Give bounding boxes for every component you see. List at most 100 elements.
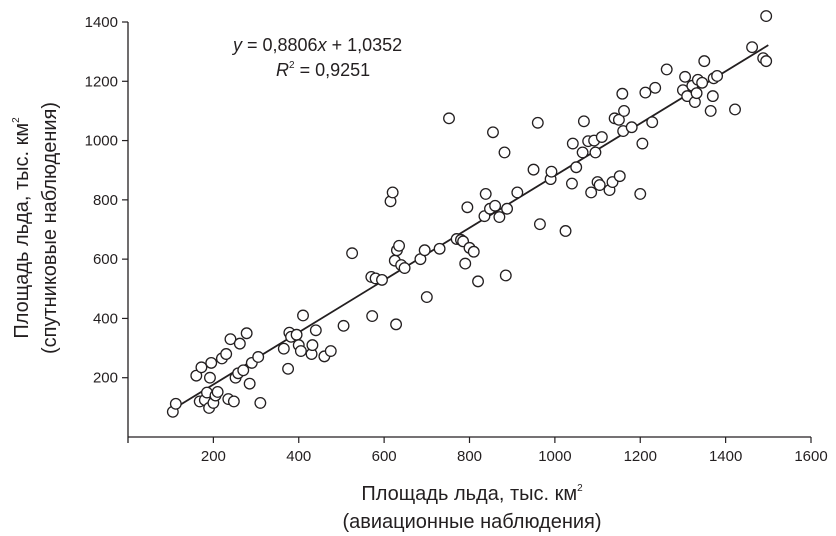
y-axis-title-line1: Площадь льда, тыс. км2	[11, 117, 33, 339]
data-point	[294, 345, 307, 357]
data-point	[211, 385, 224, 398]
data-point	[224, 333, 237, 346]
data-point	[240, 327, 253, 340]
data-point	[559, 225, 572, 237]
data-point	[576, 146, 589, 159]
data-point	[461, 201, 474, 214]
data-point	[459, 257, 472, 270]
x-axis-title-line1: Площадь льда, тыс. км2	[361, 483, 583, 505]
data-point	[696, 76, 709, 89]
data-point	[205, 356, 218, 369]
data-point	[220, 348, 233, 360]
data-point	[760, 55, 773, 68]
data-point	[570, 161, 583, 174]
data-point	[237, 364, 250, 377]
y-axis-title-line2: (спутниковые наблюдения)	[39, 102, 61, 354]
data-point	[646, 116, 659, 129]
y-tick-label: 400	[93, 310, 118, 327]
data-point	[227, 395, 240, 408]
data-point	[690, 87, 703, 100]
data-point	[433, 242, 446, 255]
data-point	[760, 10, 773, 23]
data-point	[346, 247, 359, 260]
data-point	[324, 345, 337, 357]
data-point	[337, 319, 350, 332]
data-point	[577, 115, 590, 128]
data-point	[706, 90, 719, 103]
trendline-group	[170, 44, 769, 412]
data-point	[660, 63, 673, 76]
data-point	[252, 351, 265, 363]
data-point	[499, 269, 512, 282]
data-point	[704, 104, 717, 117]
data-point	[393, 239, 406, 252]
data-point	[443, 112, 455, 125]
x-tick-label: 1400	[709, 448, 742, 465]
tick-labels: 200 400 600 800 1000 1200 1400 1600 200 400 600 800…	[85, 14, 828, 465]
data-point	[467, 245, 480, 258]
data-point	[309, 324, 322, 337]
r-squared: R2 = 0,9251	[276, 60, 370, 80]
y-tick-label: 200	[93, 370, 118, 387]
data-point	[729, 103, 741, 116]
data-point	[297, 309, 309, 322]
data-point	[290, 328, 303, 341]
data-point	[493, 211, 506, 224]
data-point	[489, 199, 502, 212]
data-point	[390, 318, 403, 331]
data-point	[746, 41, 759, 54]
data-point	[169, 397, 182, 410]
x-tick-label: 200	[201, 448, 226, 465]
data-point	[711, 69, 724, 82]
y-tick-label: 1400	[85, 14, 118, 31]
data-point	[593, 179, 606, 191]
data-point	[306, 339, 319, 352]
data-point	[698, 55, 711, 68]
tick-marks	[122, 21, 812, 443]
y-tick-label: 1000	[85, 133, 118, 150]
data-point	[386, 186, 399, 199]
data-point	[589, 146, 602, 159]
data-point	[649, 81, 662, 94]
y-tick-label: 800	[93, 192, 118, 209]
x-tick-label: 1200	[624, 448, 657, 465]
data-point	[636, 137, 649, 150]
data-point	[533, 218, 546, 231]
data-point	[366, 310, 379, 323]
data-point	[585, 186, 598, 199]
x-tick-label: 800	[457, 448, 482, 465]
x-tick-label: 1600	[794, 448, 827, 465]
data-point	[595, 131, 608, 143]
y-tick-label: 600	[93, 251, 118, 268]
x-tick-label: 1000	[538, 448, 571, 465]
x-axis-title-line2: (авиационные наблюдения)	[342, 511, 601, 533]
data-point	[254, 396, 267, 409]
trendline	[170, 44, 769, 412]
data-point	[613, 170, 626, 183]
data-point	[634, 187, 647, 200]
data-point	[195, 361, 208, 374]
data-point	[243, 377, 256, 390]
data-point	[566, 177, 578, 190]
data-point	[618, 104, 630, 117]
data-point	[612, 113, 625, 126]
data-points	[166, 10, 773, 418]
data-point	[498, 146, 511, 159]
data-point	[420, 291, 433, 304]
data-point	[566, 137, 579, 150]
data-point	[625, 121, 638, 134]
x-tick-label: 400	[286, 448, 311, 465]
data-point	[277, 342, 290, 355]
data-point	[487, 126, 499, 139]
data-point	[531, 116, 544, 129]
data-point	[233, 337, 246, 350]
data-point	[545, 165, 558, 178]
data-point	[527, 163, 540, 176]
data-point	[479, 187, 492, 200]
data-point	[639, 86, 652, 99]
x-tick-label: 600	[372, 448, 397, 465]
data-point	[472, 275, 484, 288]
regression-equation: y = 0,8806x + 1,0352	[231, 35, 402, 55]
data-point	[398, 262, 411, 274]
